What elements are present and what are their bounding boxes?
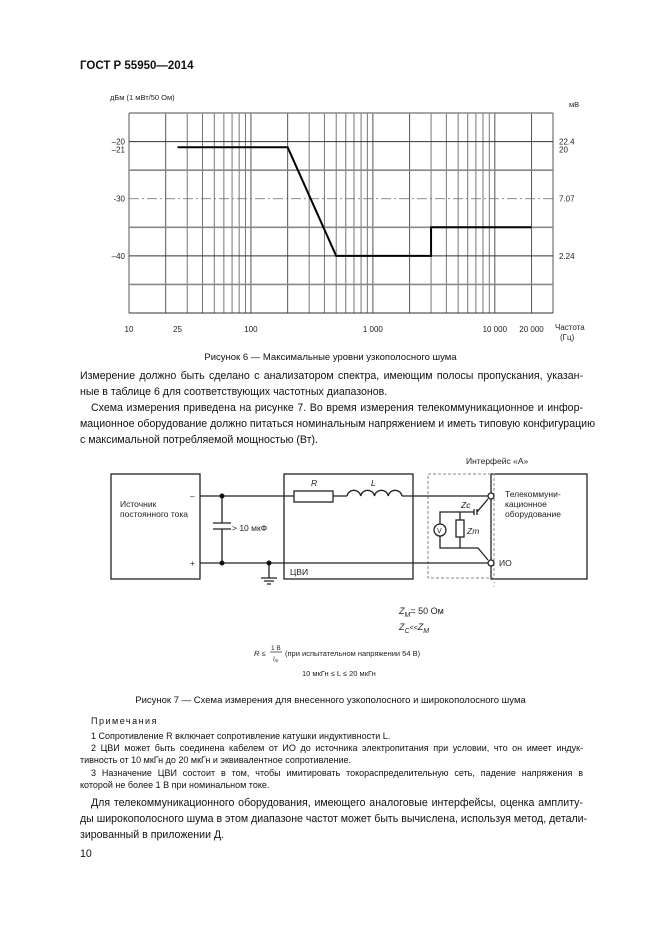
svg-text:Im: Im xyxy=(273,657,279,663)
y-axis-label-right: мВ xyxy=(569,100,579,109)
y-tick-label-left: –40 xyxy=(112,252,126,261)
x-axis-label: Частота xyxy=(555,323,585,332)
ground-symbol xyxy=(261,563,277,585)
svg-text:1 В: 1 В xyxy=(271,645,281,652)
para2-line3: с максимальной потребляемой мощностью (В… xyxy=(80,434,318,446)
series-line xyxy=(177,146,532,257)
voltmeter-v xyxy=(433,523,447,537)
figure7-circuit: Интерфейс «А» Источник постоянного тока … xyxy=(110,456,588,678)
figure6-caption: Рисунок 6 — Максимальные уровни узкополо… xyxy=(204,352,457,363)
r-formula: R ≤ 1 В Im (при испытательном напряжении… xyxy=(254,645,421,678)
para3-line3: зированный в приложении Д. xyxy=(80,829,225,841)
y-tick-label-right: 20 xyxy=(559,145,568,154)
zm-label: Zm xyxy=(466,526,479,536)
notes-title: Примечания xyxy=(91,716,158,726)
x-tick-label: 25 xyxy=(173,325,182,334)
io-label: ИО xyxy=(499,558,512,568)
cvi-label: ЦВИ xyxy=(290,567,308,577)
measure-loop xyxy=(439,498,489,561)
note-3-line2: которой не более 1 В при номинальном ток… xyxy=(80,780,270,790)
page-number: 10 xyxy=(80,848,92,860)
svg-text:R ≤: R ≤ xyxy=(254,649,266,658)
equipment-label-3: оборудование xyxy=(505,509,561,519)
capacitor-10uf xyxy=(213,496,231,563)
minus-label: – xyxy=(190,491,195,501)
source-label-1: Источник xyxy=(120,499,157,509)
document-header: ГОСТ Р 55950—2014 xyxy=(80,60,194,72)
para1-line2: ные в таблице 6 для соответствующих част… xyxy=(80,386,388,398)
y-tick-label-left: –20 xyxy=(112,138,126,147)
figure7-caption: Рисунок 7 — Схема измерения для внесенно… xyxy=(135,695,526,706)
note-2-line1: 2 ЦВИ может быть соединена кабелем от ИО… xyxy=(91,743,583,753)
x-tick-label: 20 000 xyxy=(519,325,544,334)
equipment-label-1: Телекоммуни- xyxy=(505,489,561,499)
para2-line2: мационное оборудование должно питаться н… xyxy=(80,418,596,430)
y-tick-label-right: 7.07 xyxy=(559,195,575,204)
l-formula: 10 мкГн ≤ L ≤ 20 мкГн xyxy=(302,669,376,678)
dc-source-box xyxy=(110,473,201,580)
l-label: L xyxy=(371,478,376,488)
svg-text:ZM= 50 Ом: ZM= 50 Ом xyxy=(398,606,444,619)
equipment-box xyxy=(490,473,588,580)
para3-line1: Для телекоммуникационного оборудования, … xyxy=(91,797,583,809)
y-axis-label: дБм (1 мВт/50 Ом) xyxy=(110,93,175,102)
resistor-zm xyxy=(455,519,465,538)
x-axis-label-unit: (Гц) xyxy=(560,333,575,342)
svg-text:(при испытательном напряжении: (при испытательном напряжении 54 В) xyxy=(285,649,421,658)
y-tick-label-right: 2.24 xyxy=(559,252,575,261)
r-label: R xyxy=(311,478,317,488)
terminal-top xyxy=(487,492,495,500)
equipment-label-2: кационное xyxy=(505,499,547,509)
y-tick-label-left: -30 xyxy=(113,195,125,204)
inductor-l xyxy=(346,489,403,497)
zc-formula: ZC<<ZM xyxy=(398,622,429,635)
interface-a-boundary xyxy=(427,473,495,579)
interface-a-label: Интерфейс «А» xyxy=(466,456,529,466)
para3-line2: ды широкополосного шума в этом диапазоне… xyxy=(80,813,588,825)
plus-label: + xyxy=(190,558,195,568)
terminal-io xyxy=(487,559,495,567)
y-tick-label-left: –21 xyxy=(112,145,126,154)
zm-formula: ZM= 50 Ом ZC<<ZM xyxy=(398,606,444,635)
x-tick-label: 10 xyxy=(125,325,134,334)
y-tick-label-right: 22.4 xyxy=(559,138,575,147)
figure6-chart: 10 25 100 1 000 10 000 20 000 –20–21 -30 –40 22.4… xyxy=(110,93,585,342)
note-2-line2: тивность от 10 мкГн до 20 мкГн и эквивал… xyxy=(80,755,352,765)
note-1: 1 Сопротивление R включает сопротивление… xyxy=(91,731,391,741)
capacitor-label: > 10 мкФ xyxy=(232,523,267,533)
note-3-line1: 3 Назначение ЦВИ состоит в том, чтобы им… xyxy=(91,768,583,778)
resistor-r xyxy=(293,490,334,503)
x-tick-label: 1 000 xyxy=(363,325,384,334)
zc-label: Zc xyxy=(460,500,471,510)
para1-line1: Измерение должно быть сделано с анализат… xyxy=(80,370,583,382)
source-label-2: постоянного тока xyxy=(120,509,188,519)
para2-line1: Схема измерения приведена на рисунке 7. … xyxy=(91,402,583,414)
cvi-box xyxy=(283,473,414,580)
x-tick-label: 10 000 xyxy=(483,325,508,334)
x-tick-label: 100 xyxy=(244,325,258,334)
voltmeter-label: V xyxy=(437,528,442,535)
